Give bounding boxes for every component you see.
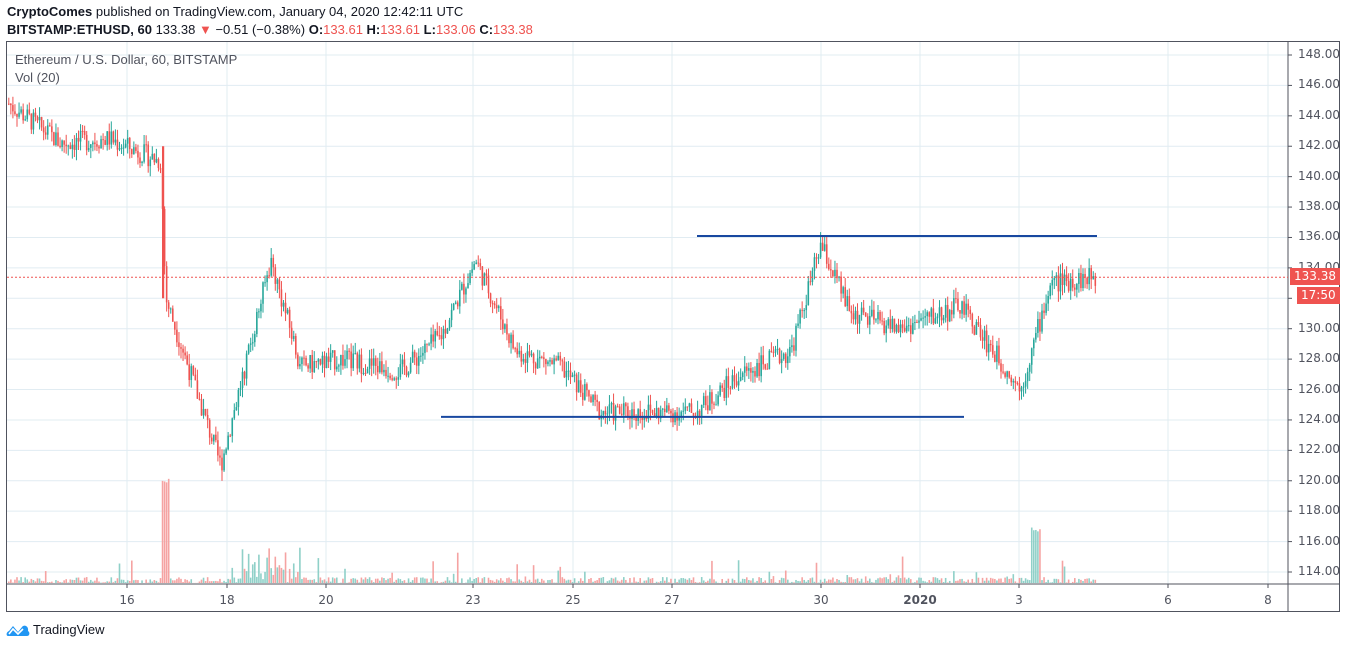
- time-tick-label: 27: [664, 593, 680, 607]
- price-tick-label: 142.00: [1298, 138, 1340, 153]
- author[interactable]: CryptoComes: [7, 4, 93, 19]
- price-tick-label: 144.00: [1298, 107, 1340, 122]
- price-tick-label: 138.00: [1298, 199, 1340, 214]
- time-tick-label: 8: [1264, 593, 1272, 607]
- open-label: O:: [308, 22, 324, 37]
- brand-name: TradingView: [33, 622, 105, 637]
- price-tick-label: 136.00: [1298, 229, 1340, 244]
- time-tick-label: 6: [1164, 593, 1172, 607]
- time-tick-label: 16: [119, 593, 135, 607]
- series-legend[interactable]: Ethereum / U.S. Dollar, 60, BITSTAMP: [15, 52, 238, 67]
- last-price-tag: 133.38: [1290, 268, 1340, 285]
- tradingview-cloud-icon: [6, 625, 30, 636]
- open-value: 133.61: [323, 22, 363, 37]
- published-text: published on TradingView.com, January 04…: [95, 4, 464, 19]
- price-tick-label: 124.00: [1298, 411, 1340, 426]
- price-change: −0.51 (−0.38%): [215, 22, 306, 37]
- price-tick-label: 146.00: [1298, 77, 1340, 92]
- close-value: 133.38: [493, 22, 533, 37]
- close-label: C:: [479, 22, 494, 37]
- time-tick-label: 30: [813, 593, 829, 607]
- countdown-tag: 17:50: [1297, 287, 1340, 304]
- price-tick-label: 126.00: [1298, 381, 1340, 396]
- triangle-down-icon: ▼: [198, 22, 212, 37]
- price-tick-label: 148.00: [1298, 47, 1340, 61]
- tradingview-logo[interactable]: TradingView: [6, 622, 105, 637]
- low-value: 133.06: [435, 22, 476, 37]
- price-tick-label: 118.00: [1298, 503, 1340, 518]
- time-tick-label: 3: [1015, 593, 1023, 607]
- time-tick-label: 18: [219, 593, 235, 607]
- chart-frame: [6, 41, 1340, 612]
- symbol: BITSTAMP:ETHUSD, 60: [7, 22, 152, 37]
- price-tick-label: 114.00: [1298, 564, 1340, 578]
- price-tick-label: 128.00: [1298, 351, 1340, 366]
- last-price: 133.38: [155, 22, 196, 37]
- symbol-line: BITSTAMP:ETHUSD, 60 133.38 ▼ −0.51 (−0.3…: [7, 22, 533, 37]
- volume-legend[interactable]: Vol (20): [15, 70, 60, 85]
- price-tick-label: 122.00: [1298, 442, 1340, 457]
- time-tick-label: 2020: [903, 593, 937, 607]
- price-tick-label: 116.00: [1298, 533, 1340, 548]
- time-tick-label: 23: [465, 593, 481, 607]
- price-tick-label: 120.00: [1298, 472, 1340, 487]
- price-tick-label: 130.00: [1298, 320, 1340, 335]
- time-tick-label: 25: [565, 593, 581, 607]
- publish-line: CryptoComes published on TradingView.com…: [7, 4, 463, 19]
- high-value: 133.61: [380, 22, 421, 37]
- low-label: L:: [423, 22, 436, 37]
- price-tick-label: 140.00: [1298, 168, 1340, 183]
- time-tick-label: 20: [318, 593, 334, 607]
- high-label: H:: [366, 22, 381, 37]
